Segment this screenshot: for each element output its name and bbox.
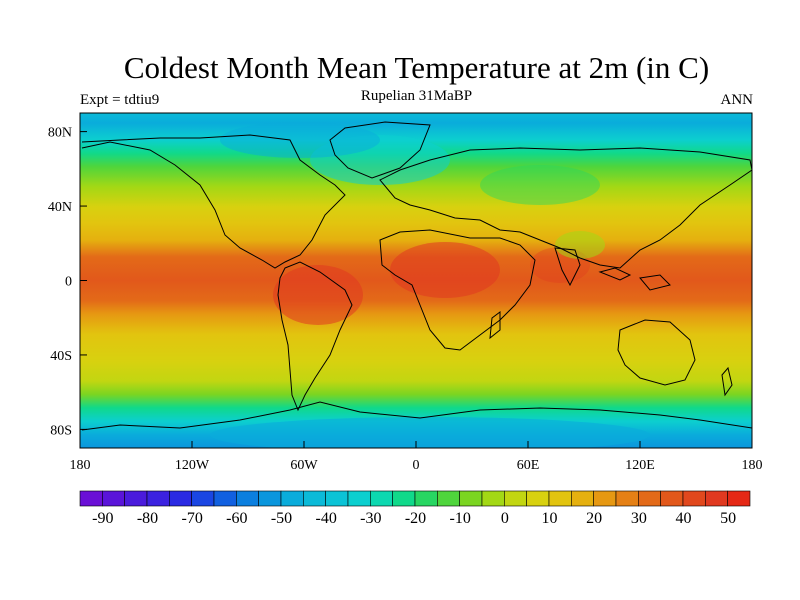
colorbar-swatch xyxy=(146,490,170,507)
colorbar-swatch xyxy=(727,490,751,507)
colorbar-swatch xyxy=(124,490,148,507)
colorbar: -90 -80 -70 -60 -50 -40 -30 -20 -10 0 10 20 30 40 50 xyxy=(79,490,751,527)
map-subtitle: Rupelian 31MaBP xyxy=(360,88,473,104)
colorbar-swatch xyxy=(236,490,259,507)
lat-tick-label: 40N xyxy=(48,200,72,215)
lon-tick-label: 60W xyxy=(290,458,318,473)
colorbar-label: -60 xyxy=(226,510,247,527)
colorbar-label: -70 xyxy=(182,510,203,527)
colorbar-swatch xyxy=(481,490,505,507)
lat-tick-label: 0 xyxy=(65,275,72,290)
colorbar-label: -90 xyxy=(92,510,113,527)
colorbar-swatch xyxy=(303,490,326,507)
season-label: ANN xyxy=(720,92,754,108)
colorbar-swatch xyxy=(638,490,661,507)
lon-tick-label: 0 xyxy=(413,458,420,473)
colorbar-label: 40 xyxy=(676,510,692,527)
lon-tick-label: 60E xyxy=(517,458,540,473)
colorbar-swatch xyxy=(213,490,237,507)
colorbar-label: -80 xyxy=(137,510,158,527)
colorbar-swatch xyxy=(79,490,103,507)
colorbar-swatch xyxy=(526,490,550,507)
latitude-axis: 80N 40N 0 40S 80S xyxy=(48,126,87,438)
colorbar-swatch xyxy=(191,490,215,507)
colorbar-swatch xyxy=(705,490,728,507)
experiment-label: Expt = tdtiu9 xyxy=(80,92,160,108)
colorbar-label: 50 xyxy=(720,510,736,527)
lat-tick-label: 40S xyxy=(50,349,72,364)
colorbar-swatch xyxy=(325,490,349,507)
colorbar-swatch xyxy=(437,490,460,507)
colorbar-swatch xyxy=(392,490,416,507)
lat-tick-label: 80N xyxy=(48,126,72,141)
coastlines xyxy=(81,121,752,431)
colorbar-label: 10 xyxy=(542,510,558,527)
colorbar-swatch xyxy=(347,490,371,507)
longitude-axis: 180 120W 60W 0 60E 120E 180 xyxy=(70,441,763,473)
colorbar-label: 0 xyxy=(501,510,509,527)
lon-tick-label: 120E xyxy=(625,458,655,473)
colorbar-swatch xyxy=(593,490,617,507)
colorbar-swatch xyxy=(682,490,706,507)
colorbar-swatch xyxy=(548,490,572,507)
colorbar-swatch xyxy=(280,490,304,507)
colorbar-swatch xyxy=(414,490,438,507)
colorbar-label: -20 xyxy=(405,510,426,527)
colorbar-label: -50 xyxy=(271,510,292,527)
lon-tick-label: 180 xyxy=(742,458,763,473)
colorbar-label: 20 xyxy=(586,510,602,527)
lat-tick-label: 80S xyxy=(50,423,72,438)
colorbar-label: 30 xyxy=(631,510,647,527)
lon-tick-label: 120W xyxy=(175,458,210,473)
colorbar-swatch xyxy=(459,490,483,507)
colorbar-swatch xyxy=(660,490,684,507)
colorbar-swatch xyxy=(571,490,594,507)
colorbar-swatch xyxy=(615,490,639,507)
colorbar-swatch xyxy=(504,490,527,507)
colorbar-label: -10 xyxy=(450,510,471,527)
colorbar-swatch xyxy=(169,490,192,507)
colorbar-swatch xyxy=(370,490,393,507)
colorbar-label: -40 xyxy=(316,510,337,527)
colorbar-swatch xyxy=(258,490,282,507)
colorbar-label: -30 xyxy=(360,510,381,527)
lon-tick-label: 180 xyxy=(70,458,91,473)
map-title: Coldest Month Mean Temperature at 2m (in… xyxy=(123,50,710,85)
colorbar-swatch xyxy=(102,490,125,507)
